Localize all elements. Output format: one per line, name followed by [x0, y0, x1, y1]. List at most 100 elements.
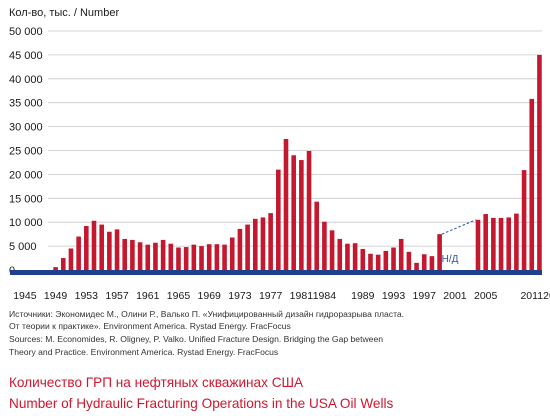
x-tick-label: 1993: [382, 290, 406, 302]
y-tick-label: 45 000: [9, 50, 43, 62]
bar: [337, 238, 343, 270]
title-ru: Количество ГРП на нефтяных скважинах США: [9, 375, 304, 390]
bar: [107, 231, 112, 270]
sources-en-line-1: Sources: M. Economides, R. Oligney, P. V…: [9, 334, 384, 345]
bar: [214, 244, 220, 270]
sources-en-line-2: Theory and Practice. Environment America…: [9, 346, 279, 357]
bar: [130, 239, 135, 270]
sources-ru-line-1: Источники: Экономидес М., Олини Р., Валь…: [9, 309, 405, 319]
x-tick-label: 2001: [443, 290, 467, 302]
bar: [414, 262, 419, 270]
bar: [153, 242, 158, 270]
x-tick-label: 1977: [259, 290, 283, 302]
bar: [291, 155, 296, 270]
y-tick-label: 50 000: [9, 26, 43, 38]
bar: [421, 254, 427, 270]
sources: Источники: Экономидес М., Олини Р., Валь…: [9, 308, 404, 358]
x-tick-label: 1997: [413, 290, 437, 302]
bar: [252, 218, 258, 270]
gridlines: [48, 30, 542, 247]
bar: [314, 201, 320, 270]
x-tick-label: 1984: [313, 290, 337, 302]
gap-dashed-line: [441, 219, 476, 235]
bar: [383, 250, 389, 270]
bar: [84, 226, 89, 270]
bar: [260, 217, 266, 270]
bar: [114, 229, 120, 270]
title-en: Number of Hydraulic Fracturing Operation…: [9, 396, 394, 411]
x-tick-label: 1989: [351, 290, 375, 302]
bar: [245, 224, 250, 270]
bar: [514, 213, 519, 270]
bar: [283, 139, 289, 270]
x-tick-label: 1945: [13, 290, 37, 302]
x-tick-label: 2014: [543, 290, 550, 302]
bar: [352, 243, 358, 270]
no-data-label: Н/Д: [442, 254, 459, 265]
x-tick-label: 1969: [198, 290, 222, 302]
bar: [360, 248, 366, 270]
x-tick-label: 2011: [520, 290, 543, 302]
x-axis: [10, 270, 542, 275]
y-tick-label: 25 000: [9, 146, 43, 158]
bar: [368, 253, 373, 270]
sources-ru-line-2: От теории к практике». Environment Ameri…: [9, 321, 291, 332]
bar: [537, 54, 542, 271]
bar: [191, 244, 197, 270]
x-tick-label: 1965: [167, 290, 191, 302]
y-tick-label: 20 000: [9, 169, 43, 181]
bar: [529, 98, 535, 270]
y-tick-label: 10 000: [9, 217, 43, 229]
bar: [406, 251, 412, 270]
bar: [183, 247, 189, 270]
bar: [199, 246, 204, 270]
x-tick-label: 2005: [474, 290, 498, 302]
x-axis-line: [10, 270, 542, 275]
bar: [145, 244, 151, 270]
bar: [168, 243, 174, 270]
bar: [375, 254, 381, 270]
x-tick-label: 1981: [290, 290, 314, 302]
x-tick-label: 1957: [105, 290, 129, 302]
bar: [345, 243, 350, 270]
x-tick-label: 1949: [44, 290, 68, 302]
bar: [483, 214, 488, 270]
bar: [429, 256, 435, 270]
no-data-gap: Н/Д: [441, 219, 476, 265]
bar: [398, 238, 404, 270]
bar: [229, 237, 235, 270]
bars: [53, 54, 542, 271]
bar: [76, 236, 81, 270]
y-tick-label: 5 000: [9, 241, 37, 253]
y-axis-label: Кол-во, тыс. / Number: [9, 7, 120, 19]
x-tick-label: 1961: [136, 290, 160, 302]
bar: [299, 160, 304, 270]
bar: [322, 221, 327, 270]
bar: [329, 230, 335, 270]
bar: [475, 219, 481, 270]
bar: [237, 228, 243, 270]
bar: [521, 170, 527, 270]
bar: [276, 169, 281, 270]
bar: [306, 150, 312, 270]
bar: [437, 234, 442, 270]
bar: [176, 247, 181, 270]
y-tick-label: 30 000: [9, 122, 43, 134]
bar: [491, 217, 496, 270]
bar: [99, 224, 104, 270]
bar: [137, 242, 143, 270]
bar: [391, 247, 396, 270]
bar: [222, 244, 227, 270]
x-tick-label: 1973: [228, 290, 252, 302]
bar: [268, 213, 273, 270]
bar: [68, 248, 74, 270]
bar: [160, 239, 166, 270]
y-tick-label: 35 000: [9, 98, 43, 110]
bar: [206, 244, 212, 270]
bar: [498, 217, 504, 270]
chart-title: Количество ГРП на нефтяных скважинах США…: [9, 372, 393, 414]
bar: [122, 238, 128, 270]
bar: [506, 217, 512, 270]
